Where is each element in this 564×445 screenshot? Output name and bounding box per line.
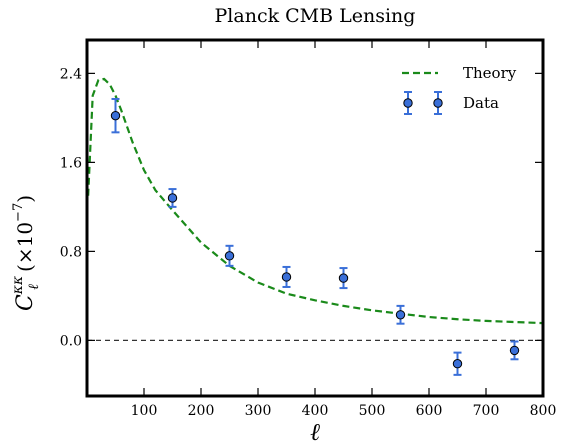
legend-data-marker — [433, 98, 443, 108]
data-point — [224, 244, 235, 267]
data-point — [110, 97, 121, 134]
legend-data-swatch — [403, 91, 413, 115]
y-label-scale: (×10 — [13, 222, 37, 272]
data-marker — [452, 359, 463, 369]
y-tick-label: 0.0 — [60, 333, 82, 349]
x-tick-label: 100 — [131, 403, 158, 419]
chart-title: Planck CMB Lensing — [215, 5, 416, 27]
y-axis-ticks: 0.0 0.8 1.6 2.4 — [60, 66, 543, 349]
data-marker — [167, 193, 178, 203]
y-tick-label: 1.6 — [60, 155, 82, 171]
y-tick-label: 2.4 — [60, 66, 82, 82]
y-label-subscript: ℓ — [26, 284, 42, 290]
legend-data-swatch — [433, 91, 443, 115]
plot-frame — [85, 38, 545, 398]
y-axis-label: Cκκℓ (×10−7) — [10, 195, 42, 311]
data-marker — [110, 110, 121, 121]
data-point — [395, 304, 406, 325]
data-point — [167, 188, 178, 208]
data-point — [452, 351, 463, 376]
x-tick-label: 200 — [188, 403, 215, 419]
data-marker — [224, 251, 235, 261]
data-marker — [338, 273, 349, 283]
x-tick-label: 300 — [245, 403, 272, 419]
legend-theory-label: Theory — [463, 64, 517, 82]
data-point — [509, 340, 520, 361]
y-label-close: ) — [13, 195, 37, 203]
plot-area — [87, 77, 544, 376]
x-tick-label: 500 — [359, 403, 386, 419]
theory-curve — [87, 77, 544, 325]
legend-data-marker — [403, 98, 413, 108]
legend: Theory Data — [402, 64, 517, 115]
data-marker — [509, 345, 520, 356]
x-axis-label: ℓ — [310, 418, 320, 445]
y-label-superscript: κκ — [10, 276, 26, 295]
y-label-exponent: −7 — [11, 203, 26, 222]
data-marker — [281, 272, 292, 282]
x-tick-label: 700 — [473, 403, 500, 419]
y-label-main: C — [13, 294, 38, 311]
x-tick-label: 800 — [530, 403, 557, 419]
y-tick-label: 0.8 — [60, 244, 82, 260]
data-marker — [395, 310, 406, 320]
x-axis-ticks: 100 200 300 400 500 600 700 800 — [131, 40, 557, 419]
data-point — [281, 265, 292, 288]
data-point — [338, 267, 349, 290]
x-tick-label: 600 — [416, 403, 443, 419]
legend-data-label: Data — [463, 94, 499, 112]
svg-text:Cκκℓ(×10−7): Cκκℓ (×10−7) — [10, 195, 42, 311]
x-tick-label: 400 — [302, 403, 329, 419]
